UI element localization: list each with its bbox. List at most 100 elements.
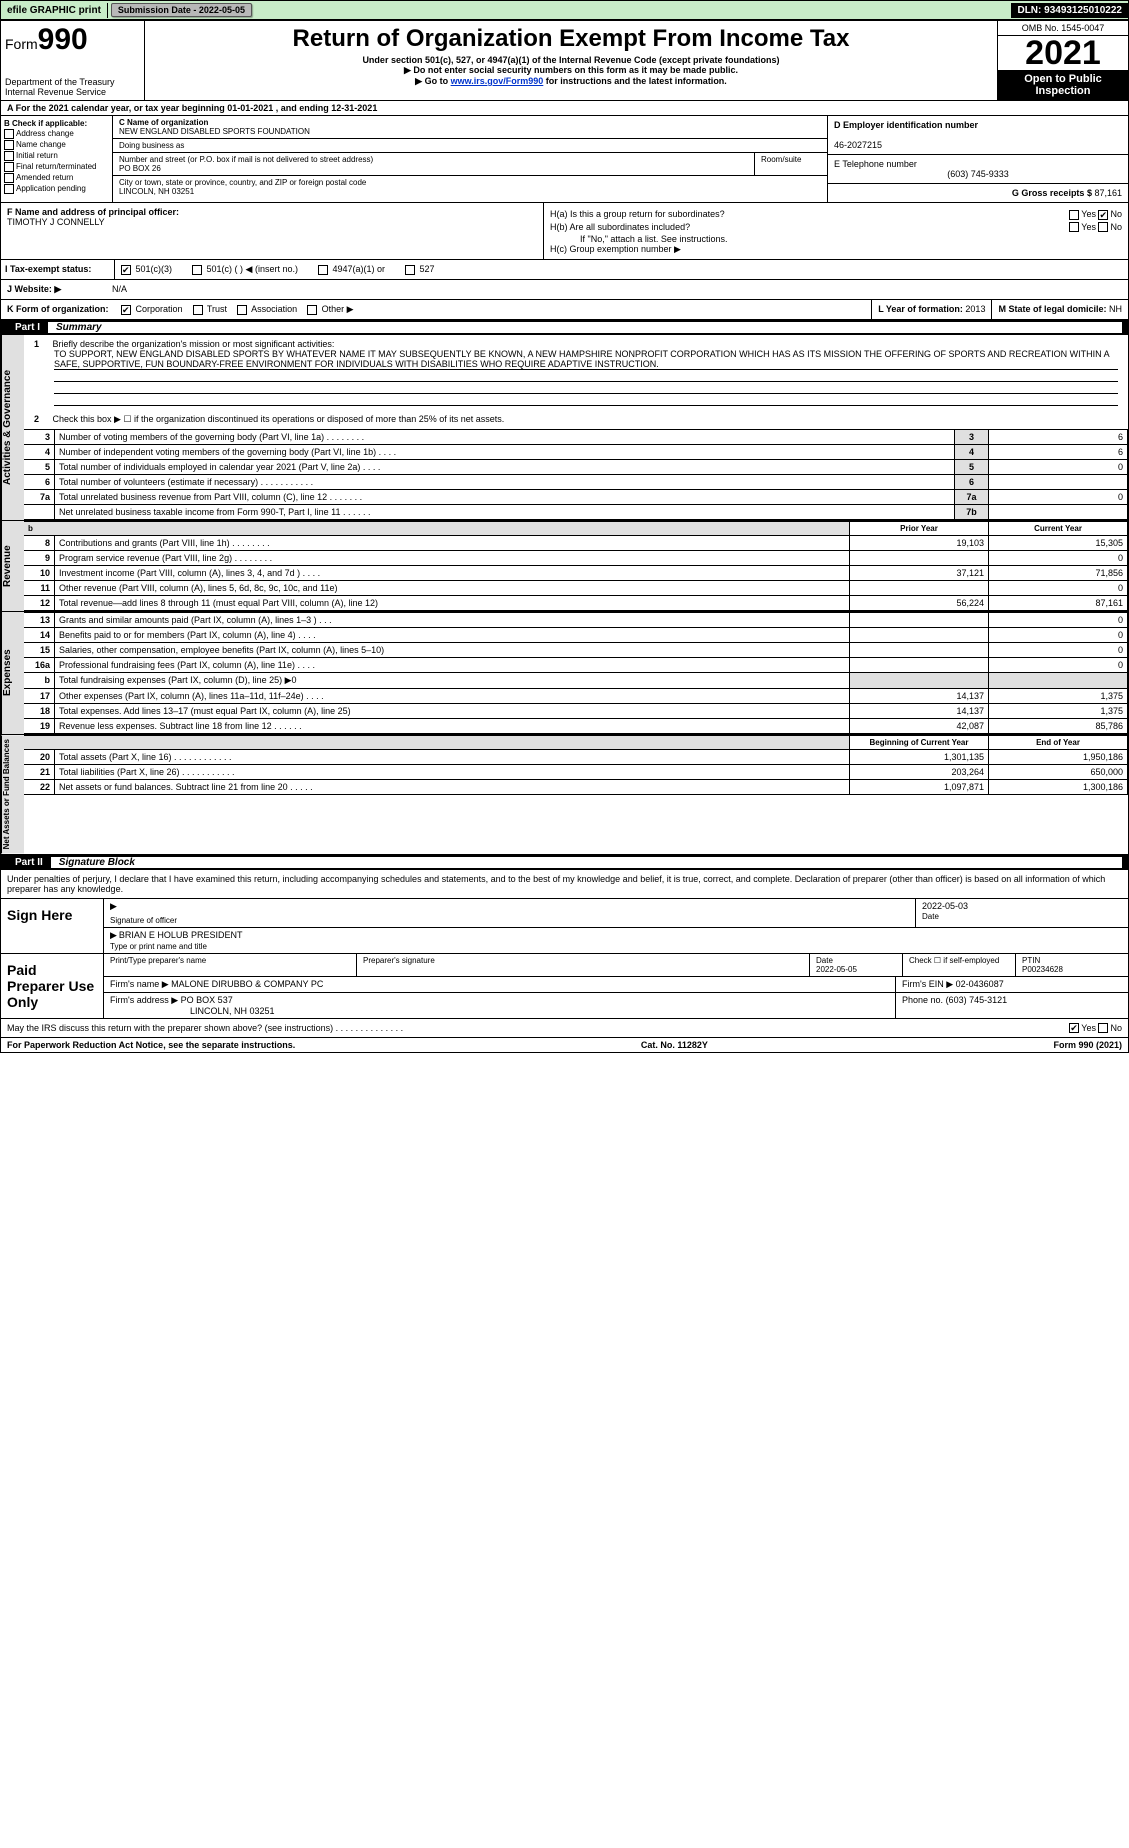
tax-status-checkbox[interactable] <box>405 265 415 275</box>
prior-value: 56,224 <box>850 596 989 611</box>
dln-label: DLN: 93493125010222 <box>1011 3 1128 18</box>
form-sub3-pre: ▶ Go to <box>415 76 450 86</box>
row-j-label: J Website: ▶ <box>7 284 112 295</box>
line-desc: Benefits paid to or for members (Part IX… <box>55 628 850 643</box>
irs-label: Internal Revenue Service <box>5 87 140 97</box>
cat-no: Cat. No. 11282Y <box>641 1040 708 1050</box>
line-num: 4 <box>24 445 55 460</box>
prior-year-header: Prior Year <box>850 522 989 536</box>
prior-value: 19,103 <box>850 536 989 551</box>
boxb-checkbox[interactable] <box>4 140 14 150</box>
line-desc: Total revenue—add lines 8 through 11 (mu… <box>55 596 850 611</box>
paid-preparer-label: Paid Preparer Use Only <box>1 954 104 1018</box>
row-m-label: M State of legal domicile: <box>998 304 1106 314</box>
current-value: 1,375 <box>989 704 1128 719</box>
submission-date-button[interactable]: Submission Date - 2022-05-05 <box>111 3 252 17</box>
firm-ein: 02-0436087 <box>956 979 1004 989</box>
line-box: 7b <box>955 505 989 520</box>
form-org-checkbox[interactable] <box>121 305 131 315</box>
current-value: 87,161 <box>989 596 1128 611</box>
line-num: 18 <box>24 704 55 719</box>
discuss-no-checkbox[interactable] <box>1098 1023 1108 1033</box>
part-2-header: Part II Signature Block <box>1 855 1128 870</box>
line-num: 9 <box>24 551 55 566</box>
box-g-label: G Gross receipts $ <box>1012 188 1092 198</box>
line-num: 7a <box>24 490 55 505</box>
prior-value <box>850 581 989 596</box>
expenses-table: 13Grants and similar amounts paid (Part … <box>24 612 1128 734</box>
row-k-form-org: K Form of organization: Corporation Trus… <box>1 300 1128 320</box>
current-value: 15,305 <box>989 536 1128 551</box>
form-header: Form990 Department of the Treasury Inter… <box>1 21 1128 101</box>
boxb-checkbox[interactable] <box>4 162 14 172</box>
expenses-sidelabel: Expenses <box>1 612 24 734</box>
boxb-checkbox[interactable] <box>4 184 14 194</box>
tax-status-checkbox[interactable] <box>318 265 328 275</box>
line-desc: Total number of volunteers (estimate if … <box>55 475 955 490</box>
discuss-yes-checkbox[interactable] <box>1069 1023 1079 1033</box>
prior-value: 37,121 <box>850 566 989 581</box>
line-desc: Net assets or fund balances. Subtract li… <box>55 780 850 795</box>
boxb-checkbox[interactable] <box>4 151 14 161</box>
line-num: 8 <box>24 536 55 551</box>
hb-no-checkbox[interactable] <box>1098 222 1108 232</box>
netassets-table: Beginning of Current Year End of Year 20… <box>24 735 1128 795</box>
current-value: 650,000 <box>989 765 1128 780</box>
line-num: 6 <box>24 475 55 490</box>
h-a-label: H(a) Is this a group return for subordin… <box>550 209 1069 220</box>
officer-name: TIMOTHY J CONNELLY <box>7 217 105 227</box>
prior-value: 14,137 <box>850 704 989 719</box>
prep-date: 2022-05-05 <box>816 965 857 974</box>
line-box: 5 <box>955 460 989 475</box>
line-num <box>24 505 55 520</box>
current-value: 0 <box>989 658 1128 673</box>
line-box: 6 <box>955 475 989 490</box>
tax-status-checkbox[interactable] <box>121 265 131 275</box>
boxb-checkbox[interactable] <box>4 129 14 139</box>
line-desc: Contributions and grants (Part VIII, lin… <box>55 536 850 551</box>
row-i-label: I Tax-exempt status: <box>1 260 115 279</box>
prior-value <box>850 643 989 658</box>
sig-date: 2022-05-03 <box>922 901 1122 911</box>
prior-value <box>850 613 989 628</box>
prior-value <box>850 551 989 566</box>
line-value: 6 <box>989 445 1128 460</box>
line-desc: Total assets (Part X, line 16) . . . . .… <box>55 750 850 765</box>
form-footer: For Paperwork Reduction Act Notice, see … <box>1 1038 1128 1052</box>
line-desc: Other expenses (Part IX, column (A), lin… <box>55 689 850 704</box>
line-num: 22 <box>24 780 55 795</box>
room-label: Room/suite <box>755 153 827 175</box>
line-num: 14 <box>24 628 55 643</box>
city-label: City or town, state or province, country… <box>119 178 366 187</box>
addr-label: Number and street (or P.O. box if mail i… <box>119 155 373 164</box>
governance-table: 3Number of voting members of the governi… <box>24 429 1128 520</box>
boxb-checkbox[interactable] <box>4 173 14 183</box>
open-public-label: Open to Public Inspection <box>998 70 1128 100</box>
part-1-title: Summary <box>48 322 1122 333</box>
prior-value: 1,097,871 <box>850 780 989 795</box>
form-org-checkbox[interactable] <box>193 305 203 315</box>
current-value: 1,300,186 <box>989 780 1128 795</box>
irs-link[interactable]: www.irs.gov/Form990 <box>451 76 544 86</box>
ha-no-checkbox[interactable] <box>1098 210 1108 220</box>
hb-yes-checkbox[interactable] <box>1069 222 1079 232</box>
line1-label: Briefly describe the organization's miss… <box>53 339 335 349</box>
h-b-note: If "No," attach a list. See instructions… <box>550 234 1122 244</box>
h-b-label: H(b) Are all subordinates included? <box>550 222 1069 233</box>
line-desc: Total number of individuals employed in … <box>55 460 955 475</box>
ha-yes-checkbox[interactable] <box>1069 210 1079 220</box>
prior-value <box>850 658 989 673</box>
tax-status-checkbox[interactable] <box>192 265 202 275</box>
officer-printed-name: BRIAN E HOLUB PRESIDENT <box>110 930 1122 941</box>
line-num: b <box>24 673 55 689</box>
revenue-sidelabel: Revenue <box>1 521 24 611</box>
form-org-checkbox[interactable] <box>307 305 317 315</box>
form-org-checkbox[interactable] <box>237 305 247 315</box>
line-desc: Number of independent voting members of … <box>55 445 955 460</box>
dba-label: Doing business as <box>119 141 184 150</box>
line-desc: Net unrelated business taxable income fr… <box>55 505 955 520</box>
line-num: 17 <box>24 689 55 704</box>
line-desc: Professional fundraising fees (Part IX, … <box>55 658 850 673</box>
form-word: Form <box>5 36 38 52</box>
row-f-h: F Name and address of principal officer:… <box>1 203 1128 260</box>
